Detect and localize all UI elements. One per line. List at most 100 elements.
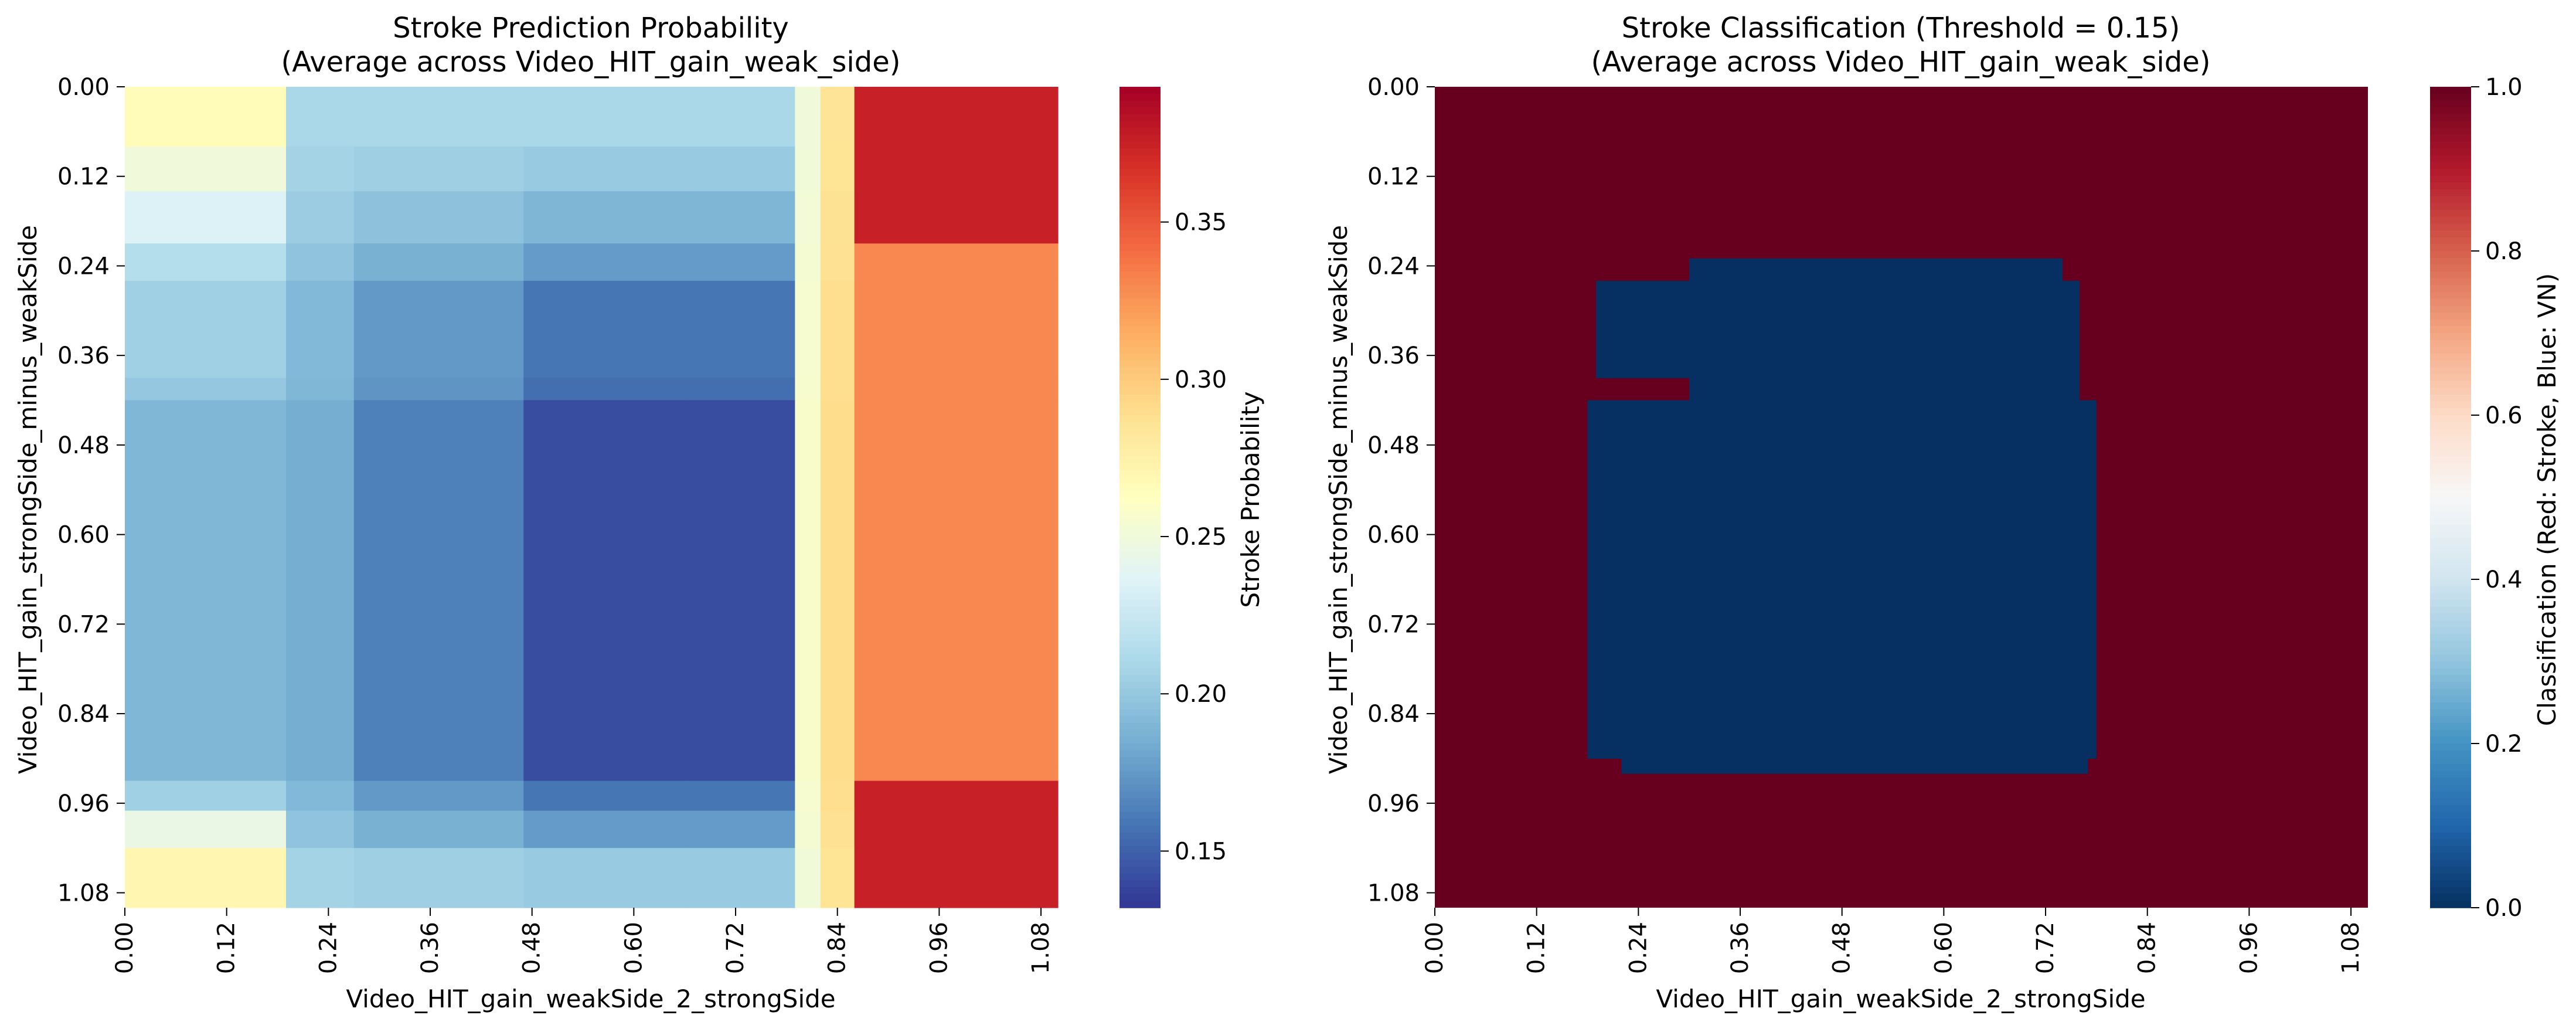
colorbar-segment — [2430, 196, 2471, 204]
heatmap-cell — [820, 780, 855, 812]
colorbar-segment — [1119, 579, 1161, 587]
colorbar-segment — [1119, 285, 1161, 293]
heatmap-cell — [523, 191, 685, 244]
heatmap-cell — [820, 87, 855, 147]
colorbar-segment — [1119, 647, 1161, 656]
colorbar-segment — [1119, 155, 1161, 163]
colorbar-segment — [2430, 271, 2471, 279]
heatmap-cell — [685, 400, 795, 766]
colorbar-segment — [2430, 429, 2471, 436]
colorbar-tick-label: 0.4 — [2485, 566, 2523, 593]
colorbar-segment — [1119, 298, 1161, 307]
heatmap-cell — [854, 780, 1059, 812]
colorbar-segment — [1119, 257, 1161, 266]
colorbar-segment — [2430, 778, 2471, 785]
colorbar-segment — [1119, 538, 1161, 546]
heatmap-cell — [285, 848, 355, 908]
colorbar-segment — [2430, 436, 2471, 443]
colorbar-tick-label: 1.0 — [2485, 74, 2523, 101]
colorbar-segment — [1119, 778, 1161, 785]
colorbar-segment — [1119, 785, 1161, 792]
heatmap-cell — [353, 87, 524, 147]
x-axis-ticks: 0.00 0.12 0.24 0.36 0.48 0.60 0.72 0.84 0.96 1.08 — [111, 908, 1054, 974]
x-tick-label: 0.84 — [824, 922, 851, 974]
colorbar-segment — [1119, 497, 1161, 505]
heatmap-cell — [854, 766, 1059, 782]
colorbar-segment — [2430, 545, 2471, 553]
y-tick-label: 0.12 — [1367, 164, 1420, 191]
heatmap-cell — [820, 146, 855, 192]
colorbar-segment — [2430, 832, 2471, 840]
heatmap-cell — [854, 146, 1059, 192]
x-tick-label: 0.96 — [2235, 922, 2262, 974]
heatmap-cell — [125, 400, 287, 766]
colorbar-segment — [1119, 661, 1161, 669]
colorbar-segment — [2430, 764, 2471, 772]
y-tick-label: 0.36 — [57, 342, 110, 369]
colorbar-segment — [2430, 169, 2471, 176]
colorbar-segment — [2430, 559, 2471, 566]
colorbar-segment — [2430, 709, 2471, 717]
colorbar-segment — [2430, 600, 2471, 607]
colorbar-segment — [1119, 634, 1161, 641]
y-tick-label: 1.08 — [1367, 880, 1420, 907]
colorbar-segment — [2430, 449, 2471, 457]
colorbar-segment — [1119, 832, 1161, 840]
colorbar-segment — [2430, 264, 2471, 272]
x-tick-label: 0.24 — [315, 922, 342, 974]
colorbar-segment — [2430, 230, 2471, 238]
colorbar-segment — [2430, 203, 2471, 211]
colorbar-segment — [2430, 175, 2471, 184]
colorbar-segment — [2430, 257, 2471, 266]
colorbar-segment — [1119, 189, 1161, 197]
heatmap-cell — [854, 280, 1059, 378]
heatmap-cell — [353, 191, 524, 244]
heatmap-cell — [795, 191, 821, 244]
colorbar-segment — [1119, 600, 1161, 607]
colorbar-segment — [1119, 415, 1161, 423]
heatmap-cell — [523, 243, 685, 281]
heatmap-cell — [353, 146, 524, 192]
colorbar-segment — [2430, 867, 2471, 874]
colorbar-segment — [1119, 819, 1161, 826]
colorbar-segment — [1119, 278, 1161, 286]
colorbar-segment — [1119, 388, 1161, 395]
colorbar-segment — [1119, 360, 1161, 368]
x-tick-label: 0.60 — [620, 922, 647, 974]
heatmap-cell — [685, 280, 795, 378]
colorbar-segment — [2430, 641, 2471, 649]
colorbar-segment — [1119, 367, 1161, 375]
colorbar-segment — [1119, 867, 1161, 874]
colorbar-segment — [1119, 750, 1161, 758]
colorbar-segment — [1119, 620, 1161, 628]
heatmap-cell — [685, 87, 795, 147]
x-tick-label: 0.00 — [111, 922, 138, 974]
colorbar-segment — [2430, 456, 2471, 464]
heatmap-cell — [125, 280, 287, 378]
colorbar-segment — [2430, 189, 2471, 197]
colorbar-segment — [2430, 442, 2471, 450]
colorbar-segment — [1119, 613, 1161, 621]
chart-title: Stroke Prediction Probability — [393, 12, 789, 45]
y-tick-label: 0.84 — [57, 701, 110, 728]
colorbar-segment — [1119, 901, 1161, 908]
colorbar-segment — [2430, 497, 2471, 505]
heatmap-cell — [854, 378, 1059, 401]
heatmap-cell — [125, 243, 287, 281]
colorbar-segment — [1119, 319, 1161, 327]
heatmap-cell — [820, 243, 855, 281]
colorbar-segment — [2430, 354, 2471, 361]
colorbar-segment — [1119, 134, 1161, 142]
colorbar-segment — [2430, 798, 2471, 806]
heatmap-cell — [795, 400, 821, 766]
colorbar-segment — [2430, 695, 2471, 703]
y-tick-label: 0.00 — [1367, 74, 1420, 101]
heatmap-cell — [854, 243, 1059, 281]
chart-subtitle: (Average across Video_HIT_gain_weak_side… — [1591, 46, 2211, 79]
colorbar-tick-label: 0.2 — [2485, 731, 2523, 758]
heatmap-cell — [285, 780, 355, 812]
colorbar-segment — [1119, 695, 1161, 703]
y-tick-label: 0.00 — [57, 74, 110, 101]
colorbar-segment — [2430, 627, 2471, 635]
colorbar-segment — [1119, 230, 1161, 238]
